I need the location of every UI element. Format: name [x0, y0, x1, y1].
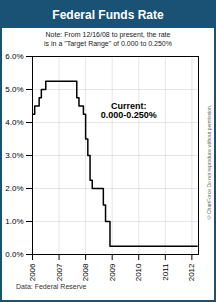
svg-text:1.0%: 1.0% [5, 217, 23, 226]
svg-text:2011: 2011 [161, 263, 170, 281]
html-text:Data: Federal Reserve: Data: Federal Reserve [16, 283, 87, 290]
svg-text:6.0%: 6.0% [5, 52, 23, 61]
svg-text:3.0%: 3.0% [5, 151, 23, 160]
svg-text:2009: 2009 [108, 263, 117, 281]
html-text:Note: From 12/16/08 to present: Note: From 12/16/08 to present, the rate [45, 31, 171, 38]
svg-text:2007: 2007 [55, 263, 64, 281]
svg-text:2012: 2012 [187, 263, 196, 281]
svg-text:2010: 2010 [134, 263, 143, 281]
svg-text:Current:0.000-0.250%: Current:0.000-0.250% [101, 101, 157, 120]
svg-text:4.0%: 4.0% [5, 118, 23, 127]
svg-text:2006: 2006 [28, 263, 37, 281]
html-text:©ChartForce Do not reproduce w: ©ChartForce Do not reproduce without per… [206, 104, 212, 220]
svg-text:5.0%: 5.0% [5, 85, 23, 94]
svg-text:2008: 2008 [81, 263, 90, 281]
html-text:Federal Funds Rate: Federal Funds Rate [52, 8, 164, 22]
svg-text:2.0%: 2.0% [5, 184, 23, 193]
html-text:is in a "Target Range" of 0.00: is in a "Target Range" of 0.000 to 0.250… [44, 40, 172, 47]
svg-text:0.0%: 0.0% [5, 250, 23, 259]
